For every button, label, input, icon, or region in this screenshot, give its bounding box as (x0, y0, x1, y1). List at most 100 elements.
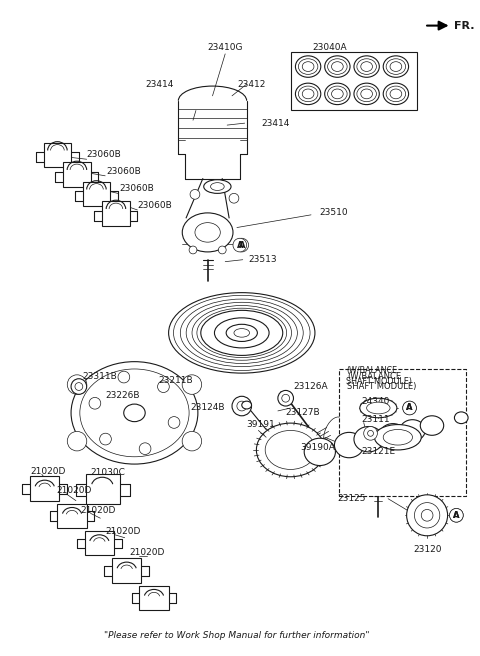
Ellipse shape (332, 89, 343, 99)
Ellipse shape (390, 89, 402, 99)
Ellipse shape (234, 329, 250, 337)
Ellipse shape (332, 62, 343, 72)
Text: 23060B: 23060B (87, 150, 121, 159)
Circle shape (139, 443, 151, 455)
Circle shape (364, 426, 377, 440)
Bar (139, 586, 168, 610)
Ellipse shape (421, 510, 433, 521)
Circle shape (218, 246, 226, 254)
Ellipse shape (354, 56, 379, 77)
Text: 21020D: 21020D (81, 506, 116, 515)
Text: SHAFT MODULE): SHAFT MODULE) (346, 377, 412, 386)
Ellipse shape (211, 182, 224, 190)
Circle shape (229, 194, 239, 203)
Ellipse shape (256, 423, 324, 477)
Text: A: A (453, 511, 460, 520)
Text: 23414: 23414 (261, 119, 289, 128)
Text: A: A (406, 403, 413, 413)
Bar (102, 201, 130, 226)
Ellipse shape (383, 430, 412, 445)
Ellipse shape (302, 89, 314, 99)
Circle shape (168, 417, 180, 428)
Text: 23412: 23412 (237, 79, 266, 89)
Circle shape (190, 190, 200, 199)
Ellipse shape (226, 324, 257, 342)
Ellipse shape (215, 318, 269, 348)
Ellipse shape (204, 180, 231, 194)
Circle shape (450, 508, 463, 522)
Text: 23125: 23125 (338, 494, 366, 503)
Text: A: A (239, 241, 245, 249)
Circle shape (403, 401, 416, 415)
Ellipse shape (361, 89, 372, 99)
Ellipse shape (324, 56, 350, 77)
Ellipse shape (71, 361, 198, 464)
Circle shape (157, 380, 169, 392)
Ellipse shape (201, 310, 283, 356)
Circle shape (71, 379, 87, 394)
Text: 39191: 39191 (247, 420, 276, 429)
Ellipse shape (361, 62, 372, 72)
Circle shape (118, 371, 130, 383)
Text: 23510: 23510 (320, 209, 348, 217)
Circle shape (368, 430, 373, 436)
Ellipse shape (354, 83, 379, 104)
Text: 23410G: 23410G (207, 43, 243, 52)
Text: 23226B: 23226B (105, 391, 140, 400)
Ellipse shape (414, 502, 440, 528)
Ellipse shape (379, 424, 407, 447)
Bar (44, 142, 71, 167)
Bar (30, 476, 60, 501)
Text: 23121E: 23121E (361, 447, 396, 457)
Text: (W/BALANCE: (W/BALANCE (346, 367, 397, 375)
Circle shape (235, 238, 249, 252)
Bar (63, 162, 91, 186)
Bar (83, 182, 110, 206)
Ellipse shape (124, 404, 145, 422)
Text: 23211B: 23211B (159, 376, 193, 385)
Circle shape (100, 433, 111, 445)
Ellipse shape (390, 62, 402, 72)
Text: 23127B: 23127B (286, 409, 320, 417)
Circle shape (233, 238, 247, 252)
Ellipse shape (324, 83, 350, 104)
Ellipse shape (295, 56, 321, 77)
Ellipse shape (80, 369, 189, 457)
Text: 23124B: 23124B (191, 403, 225, 413)
Text: 23060B: 23060B (120, 184, 155, 193)
Bar (339, 369, 466, 496)
Text: 23060B: 23060B (106, 167, 141, 176)
Text: 21020D: 21020D (105, 527, 141, 537)
Ellipse shape (335, 432, 364, 458)
Circle shape (89, 398, 101, 409)
Bar (86, 474, 120, 504)
Text: A: A (453, 511, 460, 520)
Text: SHAFT MODULE): SHAFT MODULE) (347, 382, 417, 391)
Ellipse shape (265, 430, 316, 470)
Ellipse shape (383, 56, 408, 77)
Ellipse shape (400, 420, 425, 441)
Text: 21020D: 21020D (130, 548, 165, 557)
Circle shape (67, 432, 87, 451)
Circle shape (189, 246, 197, 254)
Text: 23126A: 23126A (293, 382, 328, 391)
Ellipse shape (420, 416, 444, 436)
Text: 39190A: 39190A (300, 443, 335, 451)
Ellipse shape (304, 438, 336, 466)
Text: 23040A: 23040A (312, 43, 347, 52)
Ellipse shape (195, 222, 220, 242)
Ellipse shape (455, 412, 468, 424)
Circle shape (67, 375, 87, 394)
Bar (58, 504, 87, 528)
Text: 23513: 23513 (249, 255, 277, 264)
Text: 23111: 23111 (362, 415, 390, 424)
Ellipse shape (168, 293, 315, 373)
Ellipse shape (237, 401, 247, 411)
Text: 21020D: 21020D (30, 467, 65, 476)
Ellipse shape (302, 62, 314, 72)
Circle shape (182, 375, 202, 394)
Ellipse shape (182, 213, 233, 252)
Bar (290, 52, 418, 110)
Ellipse shape (354, 426, 383, 452)
Text: "Please refer to Work Shop Manual for further information": "Please refer to Work Shop Manual for fu… (104, 631, 370, 640)
